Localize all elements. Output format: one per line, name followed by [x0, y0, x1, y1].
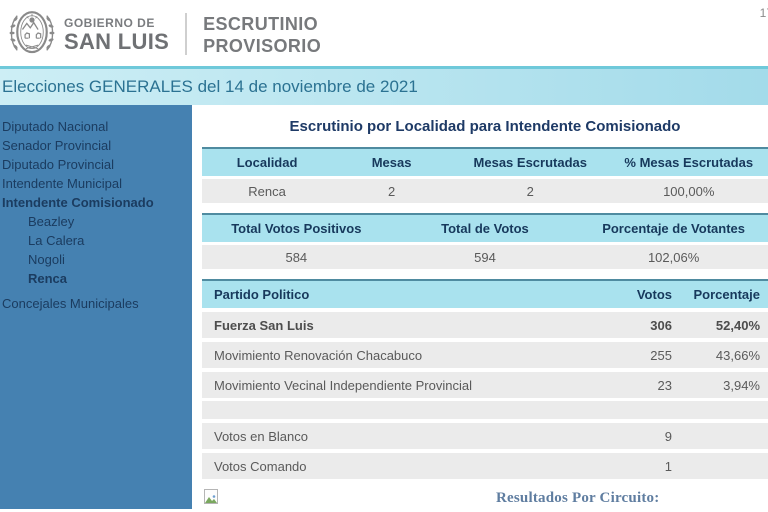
results-by-circuit-label: Resultados Por Circuito: — [496, 490, 660, 506]
cell-localidad: Renca — [248, 183, 286, 199]
main-layout: Diputado Nacional Senador Provincial Dip… — [0, 105, 768, 509]
table-row: Movimiento Renovación Chacabuco 255 43,6… — [202, 342, 768, 368]
results-footer: Resultados Por Circuito: Renca — [202, 489, 768, 509]
cell-mesas-escrutadas: 2 — [526, 183, 534, 199]
table-row: Renca 2 2 100,00% — [202, 179, 768, 203]
cell-partido: Votos en Blanco — [214, 428, 308, 444]
sidebar-item-nogoli[interactable]: Nogoli — [28, 252, 65, 267]
column-header-localidad: Localidad — [236, 155, 298, 170]
column-header-porcentaje: Porcentaje — [693, 287, 760, 302]
cell-porcentaje: 52,40% — [715, 317, 760, 333]
san-luis-coat-of-arms-icon — [6, 5, 58, 66]
sidebar-item-intendente-comisionado[interactable]: Intendente Comisionado — [2, 195, 154, 210]
column-header-mesas: Mesas — [371, 155, 412, 170]
sidebar-item-intendente-municipal[interactable]: Intendente Municipal — [2, 176, 122, 191]
cell-votos: 1 — [664, 458, 672, 474]
cell-porcentaje: 43,66% — [715, 347, 760, 363]
sidebar-item-la-calera[interactable]: La Calera — [28, 233, 85, 248]
partido-table: Partido Politico Votos Porcentaje Fuerza… — [202, 279, 768, 479]
broken-image-icon — [204, 489, 218, 504]
localidad-table: Localidad Mesas Mesas Escrutadas % Mesas… — [202, 147, 768, 203]
totales-table: Total Votos Positivos Total de Votos Por… — [202, 213, 768, 269]
page-title: Escrutinio por Localidad para Intendente… — [289, 118, 681, 135]
app-header: GOBIERNO DE SAN LUIS ESCRUTINIO PROVISOR… — [0, 0, 768, 66]
cell-partido: Movimiento Vecinal Independiente Provinc… — [214, 377, 472, 393]
table-row: Fuerza San Luis 306 52,40% — [202, 312, 768, 338]
cell-partido: Fuerza San Luis — [214, 317, 314, 333]
brand-top-label: GOBIERNO DE — [64, 16, 155, 30]
cell-votos: 9 — [664, 428, 672, 444]
cell-votos: 23 — [657, 377, 672, 393]
government-brand: GOBIERNO DE SAN LUIS — [64, 17, 169, 53]
localidad-table-header: Localidad Mesas Mesas Escrutadas % Mesas… — [202, 147, 768, 176]
cell-mesas: 2 — [387, 183, 396, 199]
sidebar-item-beazley[interactable]: Beazley — [28, 214, 75, 229]
cell-total-votos-positivos: 584 — [285, 249, 308, 265]
column-header-total-de-votos: Total de Votos — [441, 221, 529, 236]
table-row: Votos en Blanco 9 — [202, 423, 768, 449]
column-header-porcentaje-votantes: Porcentaje de Votantes — [602, 221, 745, 236]
column-header-votos: Votos — [636, 287, 672, 302]
cell-votos: 306 — [650, 317, 672, 333]
category-sidebar: Diputado Nacional Senador Provincial Dip… — [0, 105, 192, 509]
corner-number: 17 — [759, 6, 768, 20]
results-content: Escrutinio por Localidad para Intendente… — [192, 105, 768, 509]
cell-partido: Movimiento Renovación Chacabuco — [214, 347, 423, 363]
sidebar-item-diputado-nacional[interactable]: Diputado Nacional — [2, 119, 109, 134]
column-header-pct-mesas-escrutadas: % Mesas Escrutadas — [624, 155, 754, 170]
app-title-line1: ESCRUTINIO — [203, 13, 319, 34]
table-row: Votos Comando 1 — [202, 453, 768, 479]
brand-bottom-label: SAN LUIS — [64, 29, 170, 54]
election-banner: Elecciones GENERALES del 14 de noviembre… — [0, 66, 768, 105]
totales-table-header: Total Votos Positivos Total de Votos Por… — [202, 213, 768, 242]
sidebar-item-renca[interactable]: Renca — [28, 271, 68, 286]
circuit-link-renca[interactable]: Renca — [496, 507, 659, 509]
column-header-mesas-escrutadas: Mesas Escrutadas — [473, 155, 587, 170]
cell-pct-mesas-escrutadas: 100,00% — [663, 183, 715, 199]
cell-partido: Votos Comando — [214, 458, 307, 474]
cell-porcentaje: 3,94% — [723, 377, 760, 393]
column-header-partido-politico: Partido Politico — [214, 287, 310, 302]
empty-table-row — [202, 401, 768, 419]
results-by-circuit-block: Resultados Por Circuito: Renca — [496, 489, 659, 509]
partido-table-header: Partido Politico Votos Porcentaje — [202, 279, 768, 308]
app-title-line2: PROVISORIO — [203, 36, 322, 56]
sidebar-item-concejales-municipales[interactable]: Concejales Municipales — [2, 296, 139, 311]
cell-votos: 255 — [650, 347, 672, 363]
election-banner-title: Elecciones GENERALES del 14 de noviembre… — [2, 77, 418, 96]
table-row: Movimiento Vecinal Independiente Provinc… — [202, 372, 768, 398]
cell-total-de-votos: 594 — [474, 249, 496, 265]
sidebar-item-senador-provincial[interactable]: Senador Provincial — [2, 138, 112, 153]
column-header-total-votos-positivos: Total Votos Positivos — [231, 221, 362, 236]
header-divider — [185, 13, 188, 55]
app-title: ESCRUTINIO PROVISORIO — [203, 13, 321, 58]
table-row: 584 594 102,06% — [202, 245, 768, 269]
cell-porcentaje-votantes: 102,06% — [647, 249, 700, 265]
sidebar-item-diputado-provincial[interactable]: Diputado Provincial — [2, 157, 115, 172]
